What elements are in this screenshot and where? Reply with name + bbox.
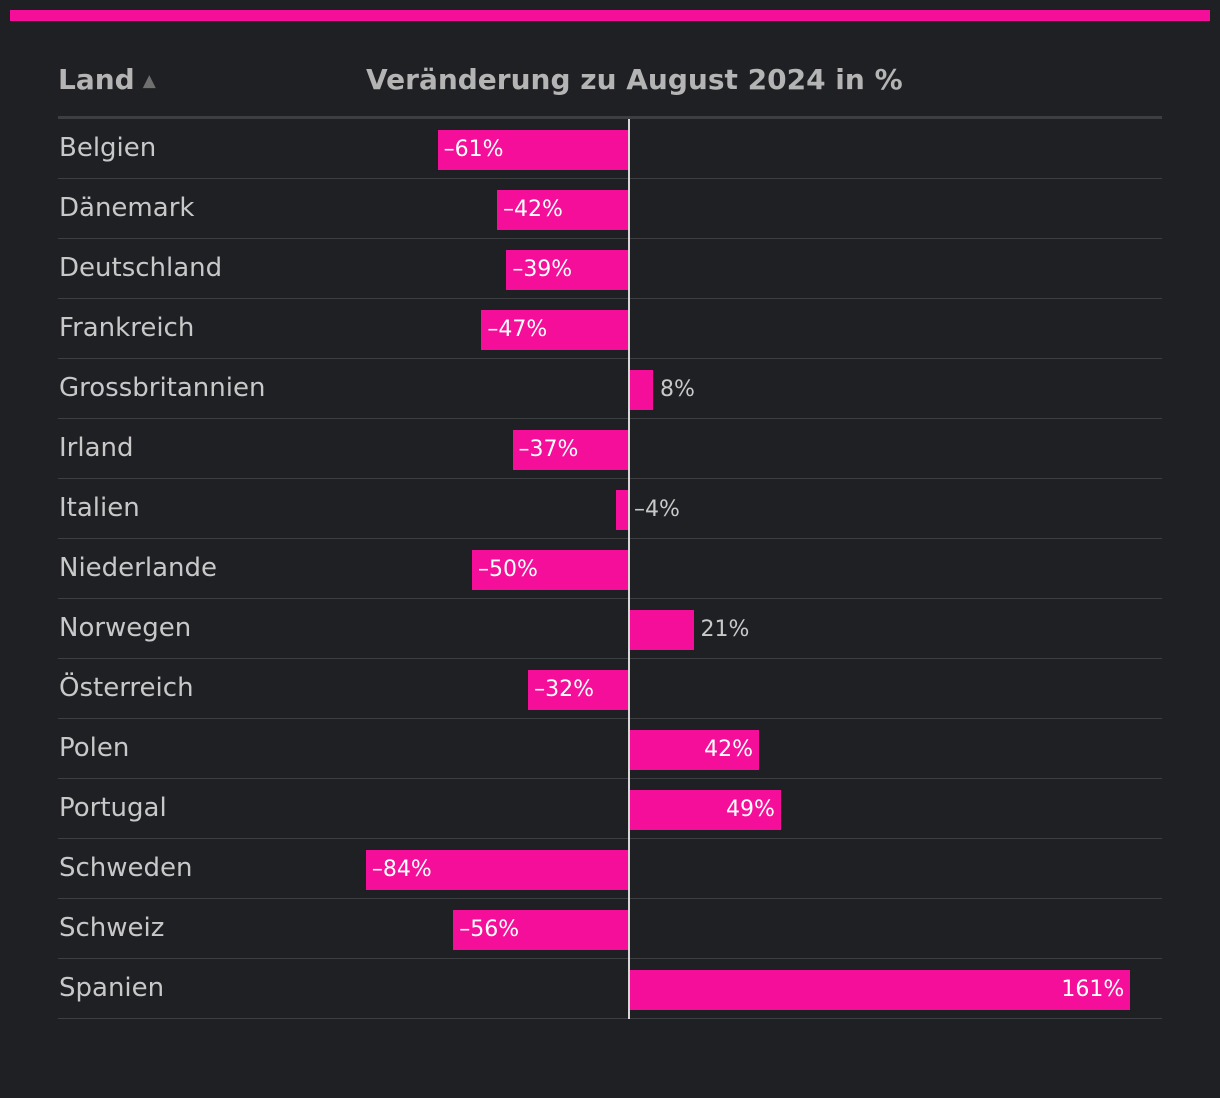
country-name: Dänemark: [59, 193, 195, 223]
bar-value-label: –84%: [371, 857, 432, 882]
country-name: Polen: [59, 733, 130, 763]
bar-value-label: –39%: [512, 257, 573, 282]
bar: [628, 370, 653, 410]
bar-value-label: –37%: [518, 437, 579, 462]
bar-cell: –56%: [58, 899, 1162, 958]
bar: [528, 670, 628, 710]
table-row: Deutschland –39%: [58, 239, 1162, 299]
bar: [453, 910, 628, 950]
bar: [481, 310, 628, 350]
bar-cell: –32%: [58, 659, 1162, 718]
country-name: Frankreich: [59, 313, 195, 343]
bar-value-label: 8%: [659, 377, 695, 402]
bar-value-label: –50%: [478, 557, 538, 582]
bar-value-label: 21%: [700, 617, 750, 642]
table-row: Belgien –61%: [58, 119, 1162, 179]
bar-value-label: –61%: [443, 137, 504, 162]
bar-value-label: –47%: [487, 317, 548, 342]
table-row: Grossbritannien 8%: [58, 359, 1162, 419]
table-row: Österreich –32%: [58, 659, 1162, 719]
bar-cell: –84%: [58, 839, 1162, 898]
bar: [506, 250, 628, 290]
table-header: Land ▲ Veränderung zu August 2024 in %: [58, 58, 1162, 102]
table-row: Portugal 49%: [58, 779, 1162, 839]
country-name: Norwegen: [59, 613, 192, 643]
bar-cell: 161%: [58, 959, 1162, 1018]
bar: [628, 790, 781, 830]
column-header-country[interactable]: Land ▲: [58, 58, 156, 103]
country-name: Schweiz: [59, 913, 165, 943]
bar: [615, 490, 628, 530]
country-name: Italien: [59, 493, 140, 523]
bar-cell: –37%: [58, 419, 1162, 478]
header-divider: [58, 116, 1162, 119]
bar-cell: –61%: [58, 119, 1162, 178]
bar-value-label: –32%: [534, 677, 595, 702]
bar: [496, 190, 628, 230]
table-row: Polen 42%: [58, 719, 1162, 779]
bar-value-label: –4%: [634, 497, 680, 522]
country-name: Grossbritannien: [59, 373, 266, 403]
column-header-country-label: Land: [58, 63, 135, 96]
table-row: Norwegen 21%: [58, 599, 1162, 659]
bar-value-label: 49%: [725, 797, 775, 822]
bar-value-label: –56%: [459, 917, 520, 942]
table-row: Schweden –84%: [58, 839, 1162, 899]
column-header-change[interactable]: Veränderung zu August 2024 in %: [366, 63, 903, 96]
table-row: Italien –4%: [58, 479, 1162, 539]
bar-cell: –39%: [58, 239, 1162, 298]
bar-value-label: 161%: [1061, 977, 1125, 1002]
chart-table: Belgien –61% Dänemark –42% Deutschland –39% Fr…: [58, 119, 1162, 1019]
bar-cell: –4%: [58, 479, 1162, 538]
bar-cell: –47%: [58, 299, 1162, 358]
table-row: Niederlande –50%: [58, 539, 1162, 599]
bar-value-label: 42%: [704, 737, 754, 762]
bar-value-label: –42%: [502, 197, 563, 222]
table-row: Spanien 161%: [58, 959, 1162, 1019]
bar-cell: 42%: [58, 719, 1162, 778]
bar-cell: 8%: [58, 359, 1162, 418]
country-name: Niederlande: [59, 553, 217, 583]
bar: [628, 730, 760, 770]
bar: [437, 130, 628, 170]
zero-axis-line: [628, 119, 630, 1019]
table-row: Dänemark –42%: [58, 179, 1162, 239]
country-name: Portugal: [59, 793, 167, 823]
country-name: Spanien: [59, 973, 165, 1003]
bar: [365, 850, 628, 890]
bar-cell: 21%: [58, 599, 1162, 658]
country-name: Deutschland: [59, 253, 223, 283]
bar: [512, 430, 628, 470]
table-row: Frankreich –47%: [58, 299, 1162, 359]
table-row: Irland –37%: [58, 419, 1162, 479]
bar-cell: –42%: [58, 179, 1162, 238]
table-row: Schweiz –56%: [58, 899, 1162, 959]
country-name: Schweden: [59, 853, 193, 883]
bar: [628, 970, 1131, 1010]
sort-ascending-icon: ▲: [142, 71, 156, 91]
bar: [628, 610, 694, 650]
country-name: Belgien: [59, 133, 157, 163]
bar-cell: –50%: [58, 539, 1162, 598]
country-name: Irland: [59, 433, 134, 463]
country-name: Österreich: [59, 673, 194, 703]
accent-top-bar: [10, 10, 1210, 21]
bar-cell: 49%: [58, 779, 1162, 838]
bar: [472, 550, 628, 590]
